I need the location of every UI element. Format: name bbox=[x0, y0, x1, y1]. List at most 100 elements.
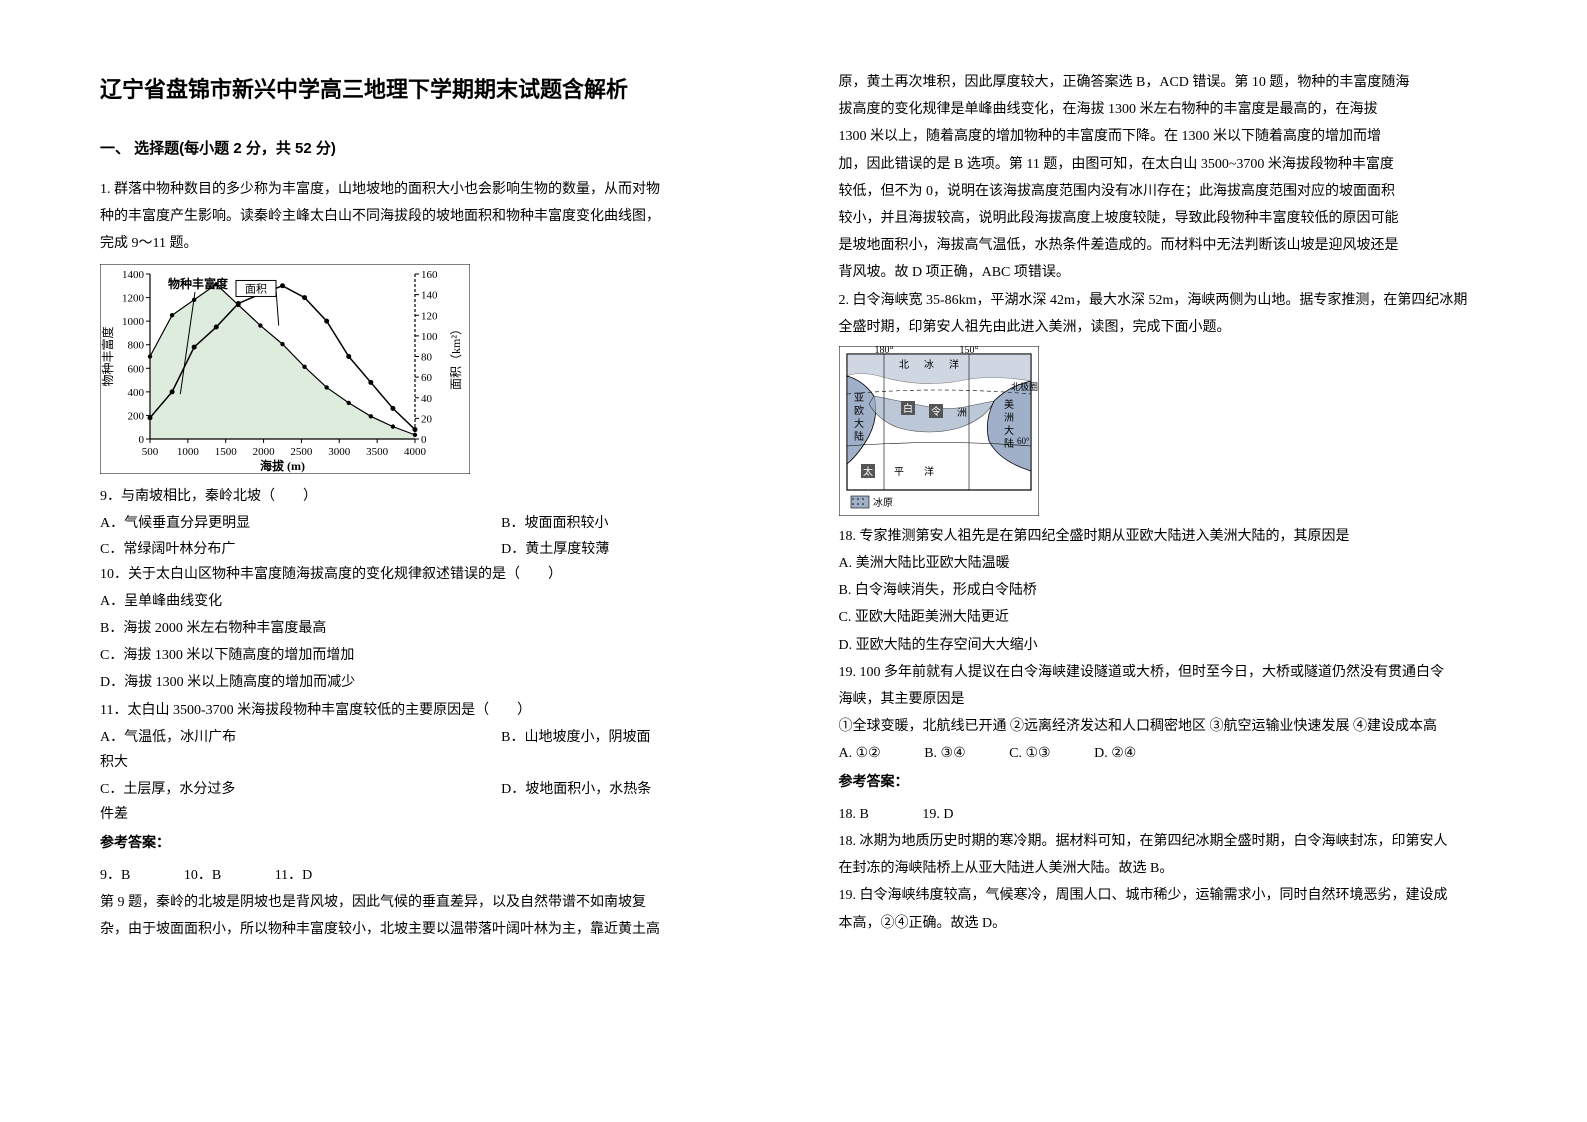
svg-text:2000: 2000 bbox=[253, 446, 275, 458]
svg-text:欧: 欧 bbox=[854, 405, 864, 417]
svg-text:3000: 3000 bbox=[328, 446, 351, 458]
svg-text:物种丰富度: 物种丰富度 bbox=[168, 276, 229, 291]
q1-chart: 0200400600800100012001400020406080100120… bbox=[100, 264, 470, 474]
svg-text:面积（km²）: 面积（km²） bbox=[449, 323, 463, 390]
svg-text:180°: 180° bbox=[874, 346, 893, 356]
q9-opt-b: B．坡面面积较小 bbox=[501, 511, 768, 536]
q2-expl-3: 19. 白令海峡纬度较高，气候寒冷，周围人口、城市稀少，运输需求小，同时自然环境… bbox=[839, 883, 1508, 908]
q18-text: 18. 专家推测第安人祖先是在第四纪全盛时期从亚欧大陆进入美洲大陆的，其原因是 bbox=[839, 524, 1508, 549]
q11-opt-b2: 积大 bbox=[100, 750, 769, 775]
q19-options: A. ①② B. ③④ C. ①③ D. ②④ bbox=[839, 741, 1508, 766]
svg-text:洋: 洋 bbox=[949, 358, 959, 371]
section-1-head: 一、 选择题(每小题 2 分，共 52 分) bbox=[100, 135, 769, 162]
svg-text:北: 北 bbox=[899, 359, 909, 371]
ans-9: 9．B bbox=[100, 868, 130, 883]
q1-answers: 9．B 10．B 11．D bbox=[100, 863, 769, 888]
left-column: 辽宁省盘锦市新兴中学高三地理下学期期末试题含解析 一、 选择题(每小题 2 分，… bbox=[100, 70, 769, 1082]
svg-text:140: 140 bbox=[421, 290, 438, 302]
svg-text:平: 平 bbox=[894, 467, 904, 478]
q18-opt-a: A. 美洲大陆比亚欧大陆温暖 bbox=[839, 551, 1508, 576]
q10-opt-c: C．海拔 1300 米以下随高度的增加而增加 bbox=[100, 643, 769, 668]
q11-opt-a: A．气温低，冰川广布 bbox=[100, 725, 501, 750]
q9-opt-c: C．常绿阔叶林分布广 bbox=[100, 537, 501, 562]
svg-text:600: 600 bbox=[128, 363, 145, 375]
svg-text:100: 100 bbox=[421, 331, 438, 343]
q10-text: 10．关于太白山区物种丰富度随海拔高度的变化规律叙述错误的是（ ） bbox=[100, 562, 769, 587]
q10-opt-a: A．呈单峰曲线变化 bbox=[100, 589, 769, 614]
q1-stem-3: 完成 9～11 题。 bbox=[100, 231, 769, 256]
right-column: 原，黄土再次堆积，因此厚度较大，正确答案选 B，ACD 错误。第 10 题，物种… bbox=[839, 70, 1508, 1082]
ans-19: 19. D bbox=[922, 807, 953, 822]
svg-text:0: 0 bbox=[139, 434, 145, 446]
ans-11: 11．D bbox=[275, 868, 313, 883]
svg-text:2500: 2500 bbox=[290, 446, 313, 458]
svg-text:400: 400 bbox=[128, 387, 145, 399]
expl-9: 是坡地面积小，海拔高气温低，水热条件差造成的。而材料中无法判断该山坡是迎风坡还是 bbox=[839, 233, 1508, 258]
expl-4: 拔高度的变化规律是单峰曲线变化，在海拔 1300 米左右物种的丰富度是最高的，在… bbox=[839, 97, 1508, 122]
expl-7: 较低，但不为 0，说明在该海拔高度范围内没有冰川存在；此海拔高度范围对应的坡面面… bbox=[839, 179, 1508, 204]
q2-expl-4: 本高，②④正确。故选 D。 bbox=[839, 911, 1508, 936]
svg-text:冰原: 冰原 bbox=[873, 496, 893, 509]
ans-10: 10．B bbox=[184, 868, 221, 883]
expl-10: 背风坡。故 D 项正确，ABC 项错误。 bbox=[839, 260, 1508, 285]
q19-opt-c: C. ①③ bbox=[1009, 741, 1050, 766]
q18-opt-c: C. 亚欧大陆距美洲大陆更近 bbox=[839, 605, 1508, 630]
q11-opt-d: D．坡地面积小，水热条 bbox=[501, 777, 768, 802]
ans-18: 18. B bbox=[839, 807, 869, 822]
svg-text:洲: 洲 bbox=[957, 407, 967, 419]
q1-expl-2: 杂，由于坡面面积小，所以物种丰富度较小，北坡主要以温带落叶阔叶林为主，靠近黄土高 bbox=[100, 917, 769, 942]
q2-stem-2: 全盛时期，印第安人祖先由此进入美洲，读图，完成下面小题。 bbox=[839, 315, 1508, 340]
q11-opt-b: B．山地坡度小，阴坡面 bbox=[501, 725, 768, 750]
q9-text: 9．与南坡相比，秦岭北坡（ ） bbox=[100, 484, 769, 509]
svg-text:物种丰富度: 物种丰富度 bbox=[100, 327, 115, 387]
q18-opt-d: D. 亚欧大陆的生存空间大大缩小 bbox=[839, 633, 1508, 658]
q19-opt-d: D. ②④ bbox=[1094, 741, 1136, 766]
svg-text:美: 美 bbox=[1004, 398, 1014, 411]
svg-text:洋: 洋 bbox=[924, 465, 934, 478]
q18-opt-b: B. 白令海峡消失，形成白令陆桥 bbox=[839, 578, 1508, 603]
svg-text:太: 太 bbox=[863, 465, 873, 478]
q11-opt-d2: 件差 bbox=[100, 802, 769, 827]
svg-text:面积: 面积 bbox=[245, 283, 267, 296]
ref-answer-head-1: 参考答案： bbox=[100, 830, 769, 855]
svg-text:150°: 150° bbox=[959, 346, 978, 356]
svg-text:20: 20 bbox=[421, 414, 433, 426]
svg-text:洲: 洲 bbox=[1004, 412, 1014, 424]
q10-opt-d: D．海拔 1300 米以上随高度的增加而减少 bbox=[100, 670, 769, 695]
q2-answers: 18. B 19. D bbox=[839, 802, 1508, 827]
q11-opt-c: C．土层厚，水分过多 bbox=[100, 777, 501, 802]
svg-text:120: 120 bbox=[421, 310, 438, 322]
q1-expl-1: 第 9 题，秦岭的北坡是阴坡也是背风坡，因此气候的垂直差异，以及自然带谱不如南坡… bbox=[100, 890, 769, 915]
svg-text:1400: 1400 bbox=[122, 269, 145, 281]
q19-opt-b: B. ③④ bbox=[924, 741, 965, 766]
svg-text:60°: 60° bbox=[1017, 436, 1030, 446]
svg-text:大: 大 bbox=[1004, 424, 1014, 437]
svg-text:1200: 1200 bbox=[122, 293, 145, 305]
svg-text:陆: 陆 bbox=[854, 430, 864, 443]
svg-text:800: 800 bbox=[128, 340, 145, 352]
expl-5: 1300 米以上，随着高度的增加物种的丰富度而下降。在 1300 米以下随着高度… bbox=[839, 124, 1508, 149]
expl-6: 加，因此错误的是 B 选项。第 11 题，由图可知，在太白山 3500~3700… bbox=[839, 152, 1508, 177]
q2-expl-2: 在封冻的海峡陆桥上从亚大陆进人美洲大陆。故选 B。 bbox=[839, 856, 1508, 881]
svg-text:北极圈: 北极圈 bbox=[1011, 381, 1038, 392]
svg-text:1500: 1500 bbox=[215, 446, 238, 458]
svg-text:60: 60 bbox=[421, 372, 433, 384]
svg-text:80: 80 bbox=[421, 352, 433, 364]
q1-stem-2: 种的丰富度产生影响。读秦岭主峰太白山不同海拔段的坡地面积和物种丰富度变化曲线图， bbox=[100, 204, 769, 229]
svg-text:0: 0 bbox=[421, 434, 427, 446]
q9-opt-d: D．黄土厚度较薄 bbox=[501, 537, 768, 562]
expl-3: 原，黄土再次堆积，因此厚度较大，正确答案选 B，ACD 错误。第 10 题，物种… bbox=[839, 70, 1508, 95]
svg-text:160: 160 bbox=[421, 269, 438, 281]
q2-stem-1: 2. 白令海峡宽 35-86km，平湖水深 42m，最大水深 52m，海峡两侧为… bbox=[839, 288, 1508, 313]
q1-stem-1: 1. 群落中物种数目的多少称为丰富度，山地坡地的面积大小也会影响生物的数量，从而… bbox=[100, 177, 769, 202]
svg-text:冰: 冰 bbox=[924, 358, 934, 371]
expl-8: 较小，并且海拔较高，说明此段海拔高度上坡度较陡，导致此段物种丰富度较低的原因可能 bbox=[839, 206, 1508, 231]
q2-map: 180°150°北极圈60°北冰洋亚欧大陆美洲大陆白令洲太平洋冰原 bbox=[839, 346, 1039, 516]
page-title: 辽宁省盘锦市新兴中学高三地理下学期期末试题含解析 bbox=[100, 70, 769, 110]
ref-answer-head-2: 参考答案： bbox=[839, 769, 1508, 794]
svg-text:亚: 亚 bbox=[854, 393, 864, 404]
svg-text:40: 40 bbox=[421, 393, 433, 405]
q11-text: 11．太白山 3500-3700 米海拔段物种丰富度较低的主要原因是（ ） bbox=[100, 698, 769, 723]
q19-text-2: 海峡，其主要原因是 bbox=[839, 687, 1508, 712]
svg-text:4000: 4000 bbox=[404, 446, 427, 458]
